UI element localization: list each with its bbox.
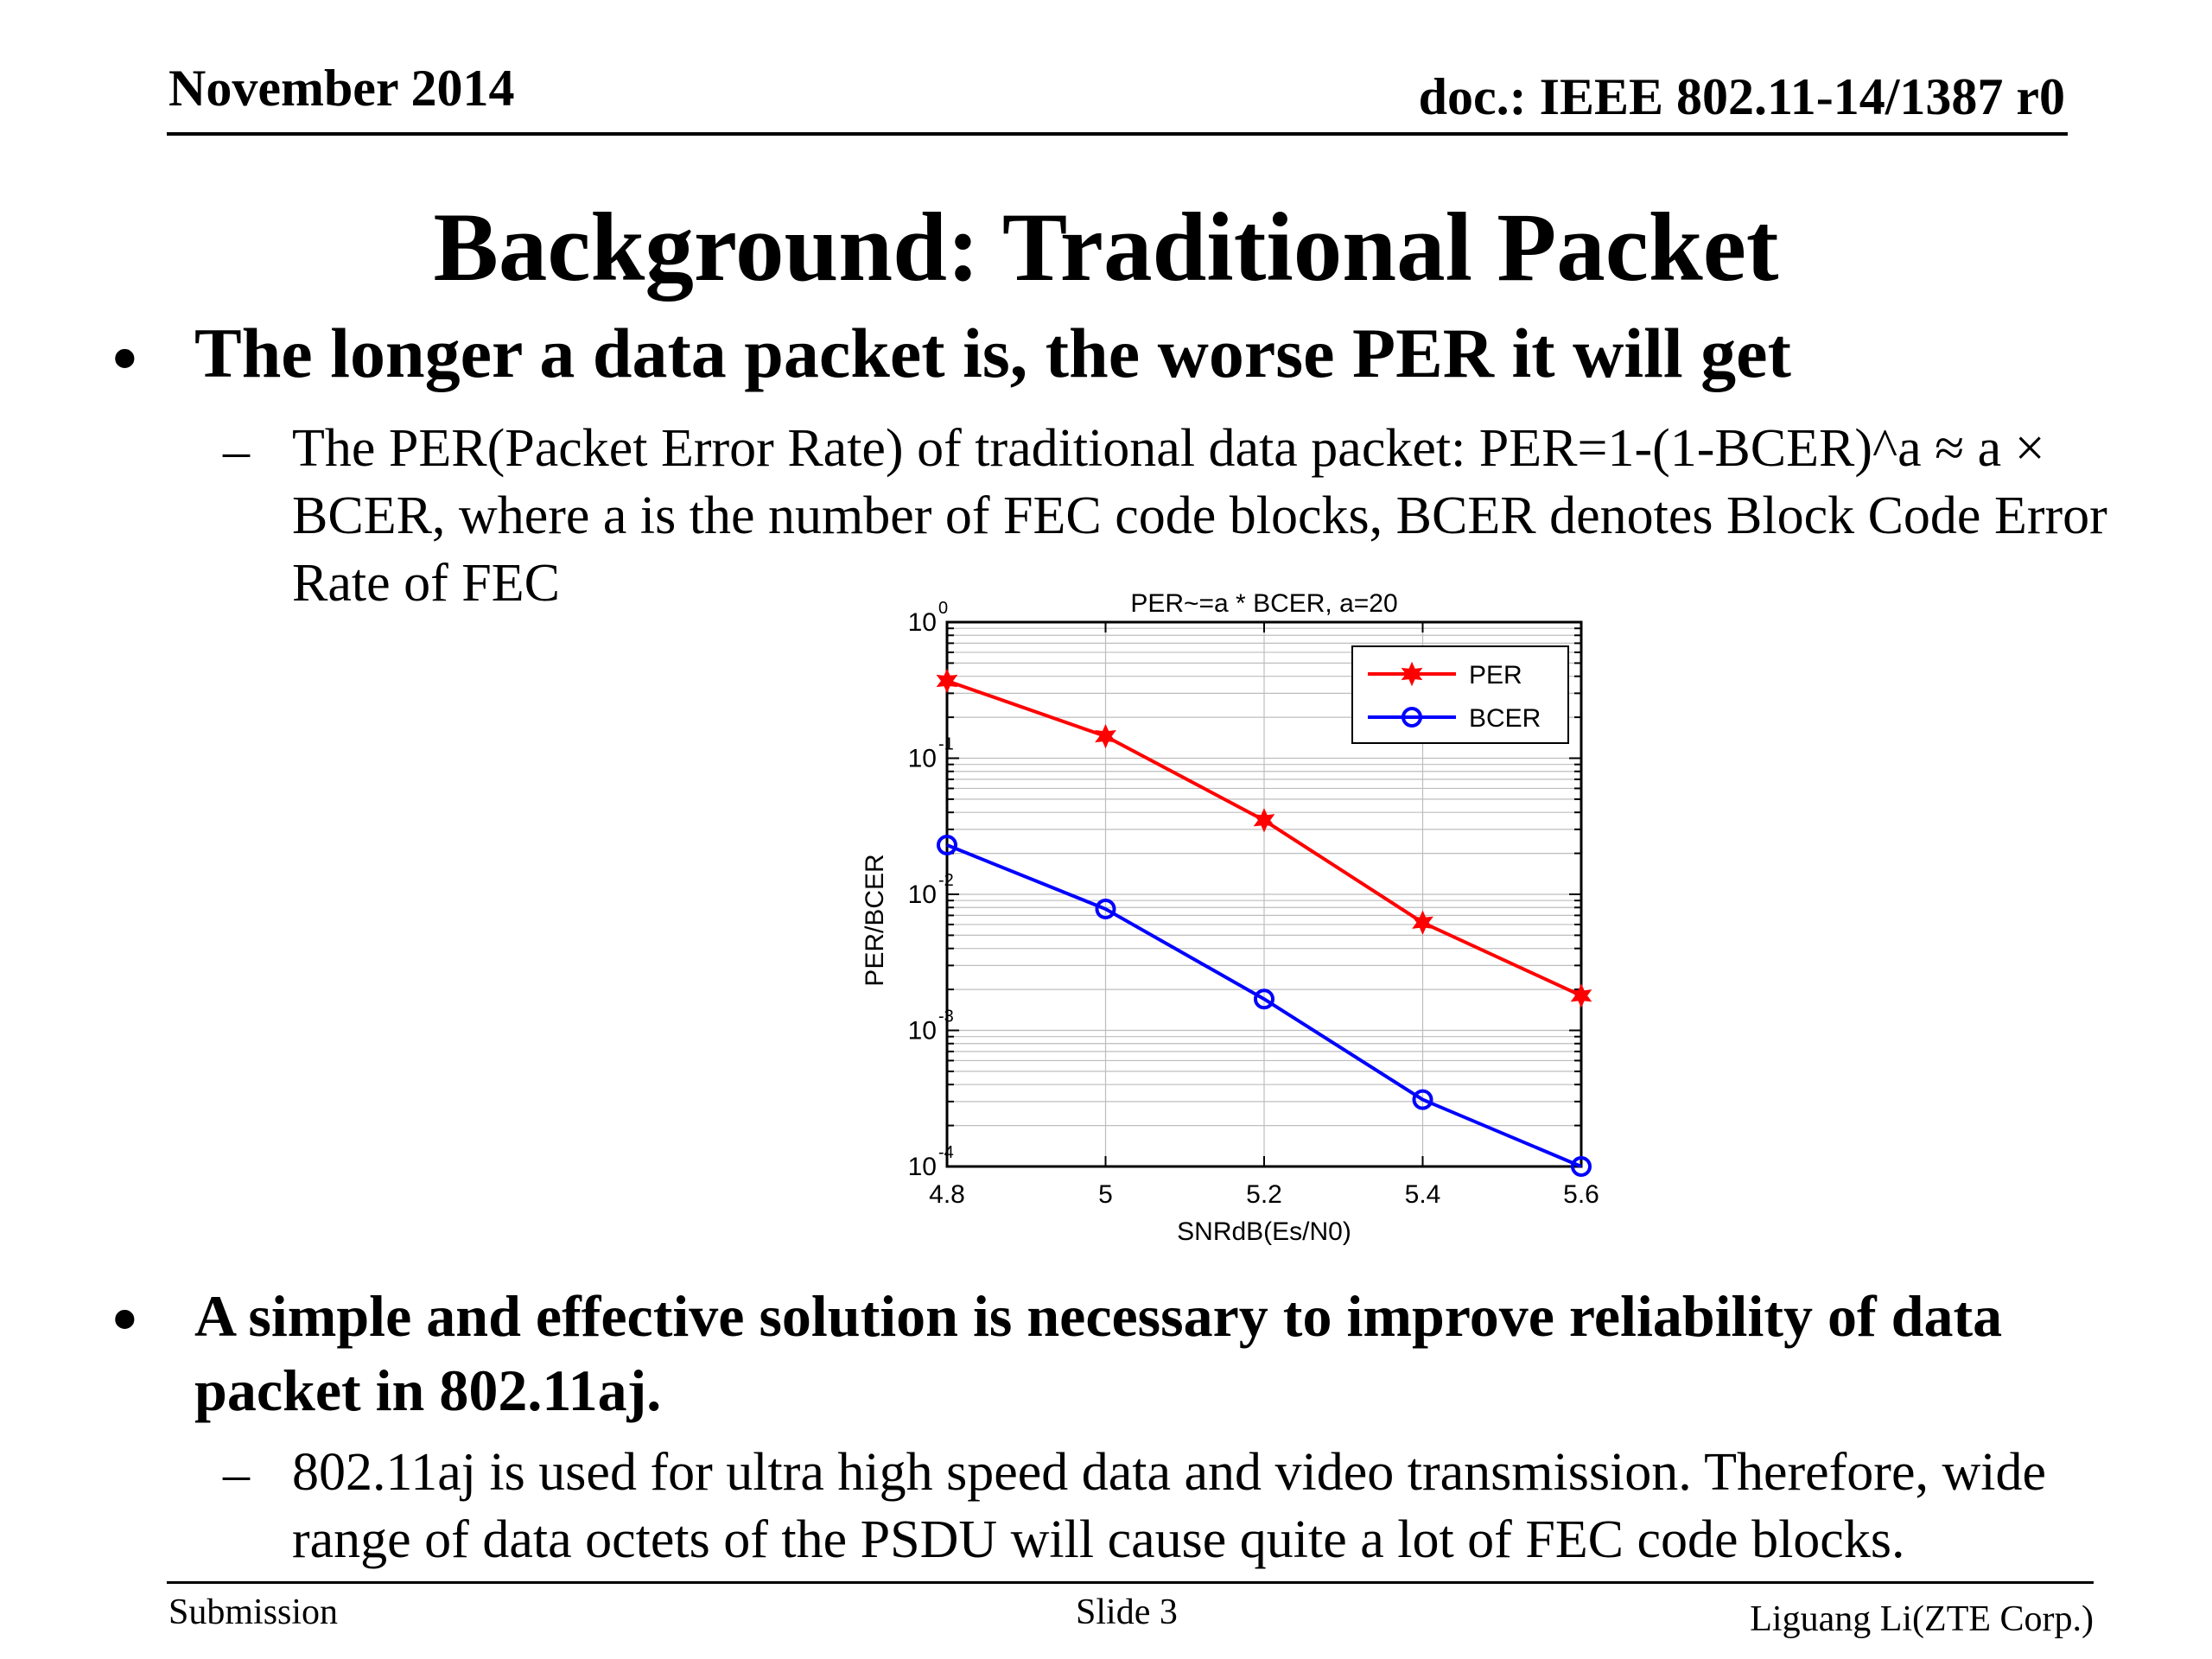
chart-title: PER~=a * BCER, a=20 — [1130, 589, 1397, 618]
y-tick-exponent: 0 — [938, 599, 948, 618]
footer-slide-number: Slide 3 — [1076, 1592, 1178, 1632]
x-tick-label: 5.2 — [1246, 1180, 1282, 1209]
sub-bullet-dash-2: – — [223, 1445, 250, 1503]
legend-label: BCER — [1469, 704, 1541, 733]
sub-bullet-dash-1: – — [223, 422, 250, 480]
bullet-marker-1: • — [112, 319, 137, 397]
footer-rule — [167, 1581, 2094, 1584]
y-tick-label: 10 — [908, 745, 937, 773]
x-tick-label: 5 — [1098, 1180, 1113, 1209]
bullet-1-text: The longer a data packet is, the worse P… — [194, 314, 1791, 392]
per-star-marker — [1412, 910, 1433, 935]
bullet-2-text: A simple and effective solution is neces… — [194, 1283, 2003, 1423]
bcer-series-line — [946, 843, 1582, 1168]
bcer-circle-marker — [1571, 1156, 1592, 1177]
y-tick-exponent: -3 — [938, 1007, 954, 1027]
y-tick-label: 10 — [908, 608, 937, 637]
per-star-marker — [936, 668, 958, 694]
per-star-marker — [1570, 983, 1592, 1008]
bcer-circle-marker — [1254, 988, 1274, 1010]
header-rule — [167, 132, 2068, 136]
bullet-marker-2: • — [112, 1280, 137, 1358]
chart-legend: PER BCER — [1351, 645, 1569, 744]
bcer-circle-marker — [1095, 898, 1116, 919]
chart-series — [936, 668, 1592, 1177]
legend-box — [1351, 645, 1569, 744]
legend-label: PER — [1469, 661, 1522, 690]
y-tick-label: 10 — [908, 1017, 937, 1046]
header-doc-id: doc.: IEEE 802.11-14/1387 r0 — [1418, 68, 2065, 125]
x-tick-label: 4.8 — [929, 1180, 965, 1209]
y-tick-exponent: -2 — [938, 871, 954, 890]
bcer-circle-marker — [1402, 707, 1422, 728]
x-tick-label: 5.6 — [1563, 1180, 1599, 1209]
footer-submission: Submission — [168, 1592, 339, 1632]
y-tick-label: 10 — [908, 1153, 937, 1181]
y-tick-label: 10 — [908, 880, 937, 909]
per-star-marker — [1095, 723, 1116, 749]
sub-bullet-2-text: 802.11aj is used for ultra high speed da… — [292, 1443, 2046, 1569]
x-tick-label: 5.4 — [1405, 1180, 1441, 1209]
per-star-marker — [1253, 808, 1275, 833]
y-axis-label: PER/BCER — [861, 854, 889, 986]
bcer-circle-marker — [1412, 1089, 1433, 1110]
footer-author: Liguang Li(ZTE Corp.) — [1750, 1599, 2094, 1639]
y-tick-exponent: -1 — [938, 735, 954, 754]
slide-title: Background: Traditional Packet — [433, 194, 1779, 302]
per-star-marker — [1401, 661, 1423, 687]
x-axis-label: SNRdB(Es/N0) — [1177, 1217, 1351, 1246]
header-date: November 2014 — [168, 60, 515, 117]
y-tick-exponent: -4 — [938, 1143, 954, 1162]
bcer-circle-marker — [937, 835, 957, 856]
sub-bullet-1-text: The PER(Packet Error Rate) of traditiona… — [292, 419, 2107, 613]
